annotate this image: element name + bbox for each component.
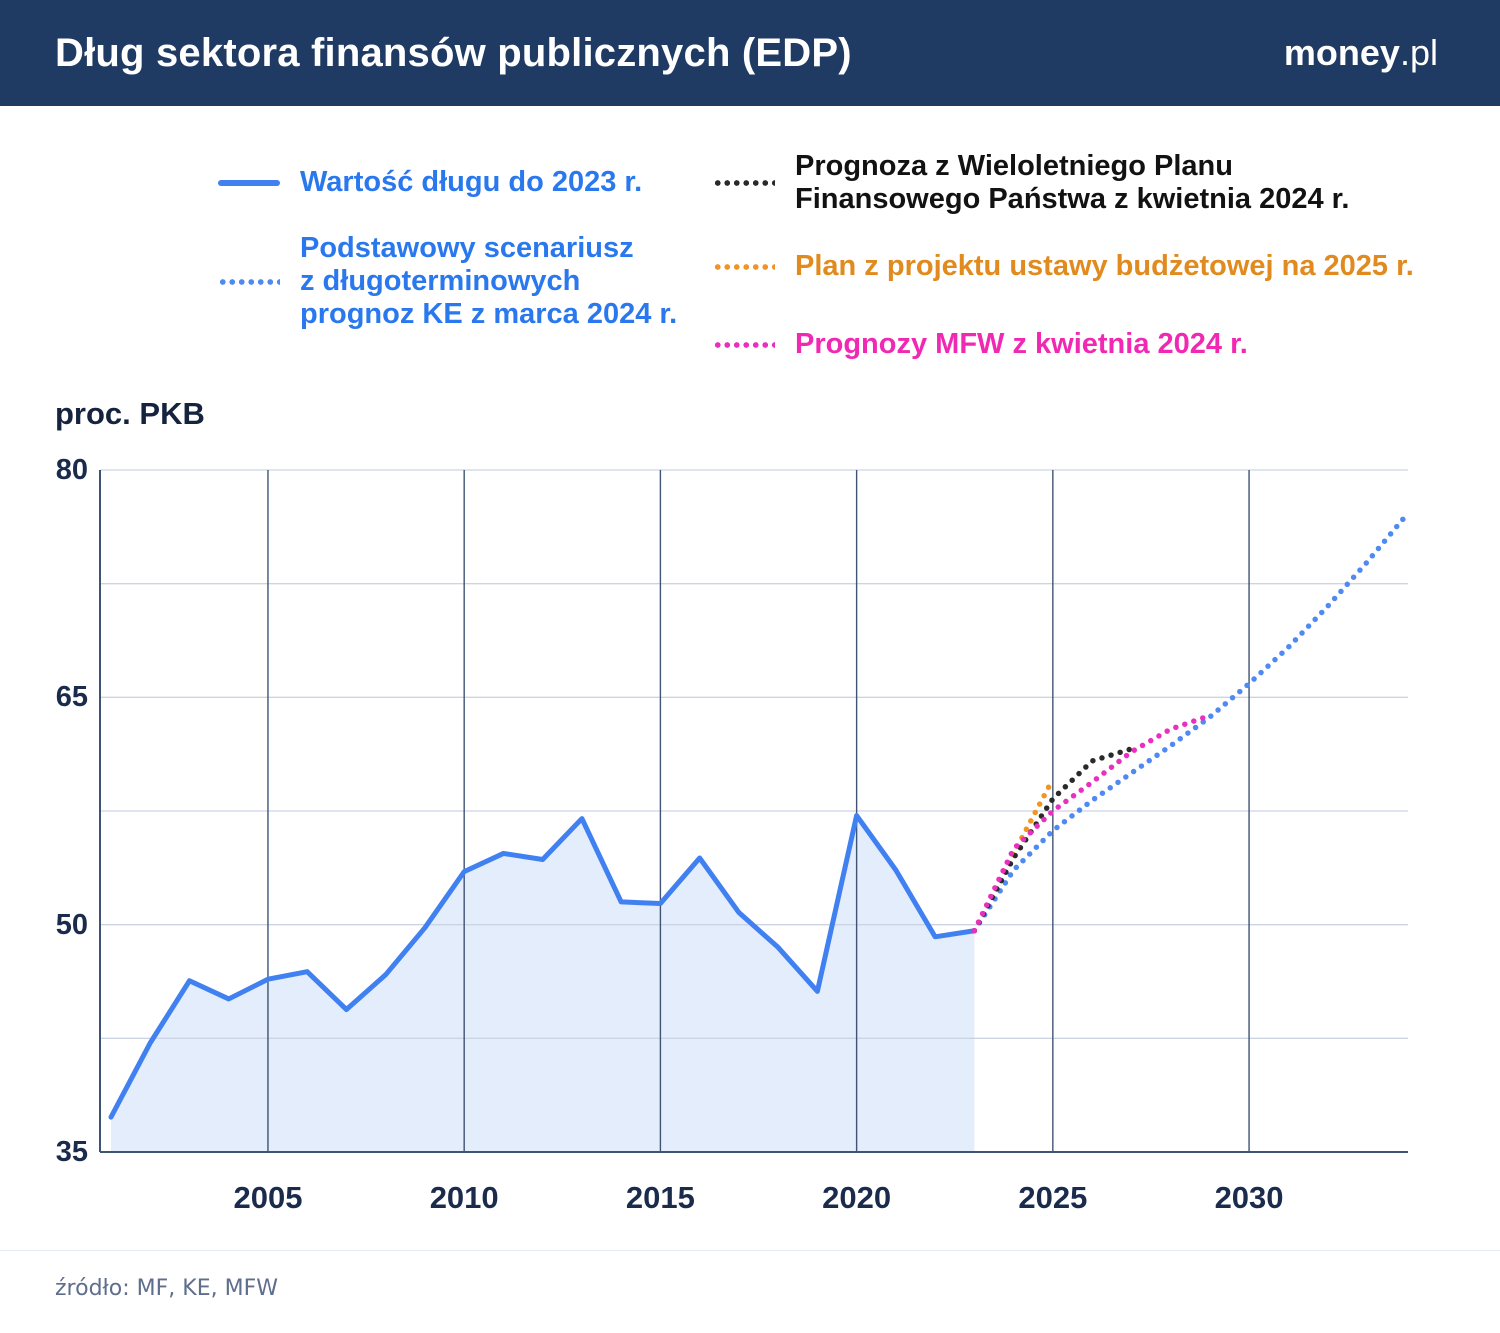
- logo-suffix-text: .pl: [1399, 32, 1438, 73]
- legend-label: Prognoza z Wieloletniego Planu Finansowe…: [795, 150, 1350, 216]
- legend-item-imf-forecast: Prognozy MFW z kwietnia 2024 r.: [713, 328, 1248, 361]
- legend-item-budget-plan: Plan z projektu ustawy budżetowej na 202…: [713, 250, 1414, 283]
- legend-item-ke-scenario: Podstawowy scenariusz z długoterminowych…: [218, 232, 677, 331]
- y-tick-label: 80: [55, 454, 88, 486]
- x-tick-label: 2030: [1214, 1180, 1284, 1215]
- legend-label: Wartość długu do 2023 r.: [300, 166, 643, 198]
- legend-label: Plan z projektu ustawy budżetowej na 202…: [795, 250, 1414, 282]
- moneypl-logo: money.pl: [1284, 32, 1438, 74]
- legend-item-wpfp-forecast: Prognoza z Wieloletniego Planu Finansowe…: [713, 150, 1349, 216]
- y-axis-label: proc. PKB: [55, 396, 205, 431]
- x-tick-label: 2015: [625, 1180, 695, 1215]
- logo-bold-text: money: [1283, 32, 1400, 73]
- orange-dotted-line-swatch: [713, 262, 775, 271]
- x-tick-label: 2005: [233, 1180, 303, 1215]
- solid-line-swatch: [218, 179, 280, 186]
- series-line-1: [971, 512, 1409, 934]
- legend-item-debt-value: Wartość długu do 2023 r.: [218, 166, 642, 199]
- series-line-4: [971, 712, 1213, 934]
- footer-divider: [0, 1250, 1500, 1251]
- x-tick-label: 2020: [822, 1180, 892, 1215]
- header-bar: Dług sektora finansów publicznych (EDP) …: [0, 0, 1500, 106]
- y-tick-label: 50: [55, 908, 88, 941]
- historical-area-fill: [110, 815, 975, 1152]
- source-note: źródło: MF, KE, MFW: [55, 1276, 278, 1301]
- x-tick-label: 2010: [429, 1180, 499, 1215]
- y-tick-label: 35: [55, 1136, 88, 1168]
- x-tick-label: 2025: [1018, 1180, 1088, 1215]
- series-line-0: [108, 813, 977, 1120]
- legend-label: Podstawowy scenariusz z długoterminowych…: [300, 232, 678, 331]
- series-line-3: [971, 746, 1135, 934]
- y-tick-label: 65: [55, 681, 88, 714]
- page-title: Dług sektora finansów publicznych (EDP): [55, 30, 852, 75]
- magenta-dotted-line-swatch: [713, 340, 775, 349]
- legend-label: Prognozy MFW z kwietnia 2024 r.: [795, 328, 1248, 360]
- blue-dotted-line-swatch: [218, 277, 280, 286]
- black-dotted-line-swatch: [713, 179, 775, 188]
